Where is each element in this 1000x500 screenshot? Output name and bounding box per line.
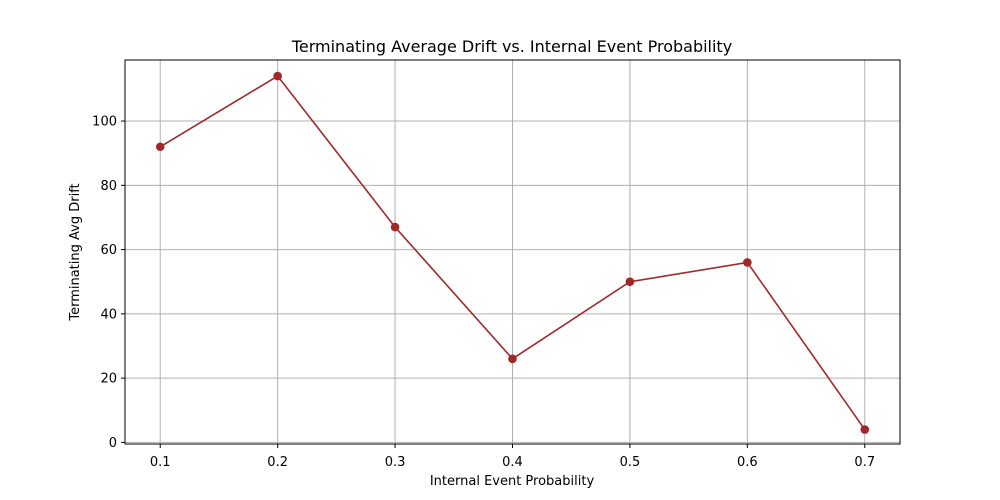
x-tick-label: 0.3 bbox=[385, 455, 406, 470]
x-tick-label: 0.7 bbox=[854, 455, 875, 470]
x-tick-label: 0.6 bbox=[737, 455, 758, 470]
y-tick-label: 40 bbox=[100, 307, 117, 322]
x-tick-label: 0.2 bbox=[267, 455, 288, 470]
x-tick-label: 0.5 bbox=[620, 455, 641, 470]
y-tick-label: 80 bbox=[100, 179, 117, 194]
y-axis-label: Terminating Avg Drift bbox=[68, 183, 83, 321]
data-point-marker bbox=[508, 354, 517, 364]
data-point-marker bbox=[390, 222, 400, 232]
x-tick-label: 0.1 bbox=[150, 455, 171, 470]
data-point-marker bbox=[273, 71, 282, 81]
y-tick-label: 0 bbox=[109, 436, 117, 451]
y-tick-label: 100 bbox=[92, 115, 117, 130]
x-tick-label: 0.4 bbox=[502, 455, 523, 470]
y-axis-ticks: 0 20 40 60 80 100 bbox=[92, 115, 125, 451]
series-layer bbox=[155, 71, 870, 434]
data-point-marker bbox=[155, 142, 165, 152]
data-point-marker bbox=[860, 425, 870, 434]
y-tick-label: 20 bbox=[100, 372, 117, 387]
data-point-marker bbox=[625, 277, 635, 287]
chart-title: Terminating Average Drift vs. Internal E… bbox=[291, 37, 732, 56]
x-axis-ticks: 0.1 0.2 0.3 0.4 0.5 0.6 0.7 bbox=[150, 444, 875, 470]
grid-lines bbox=[125, 60, 900, 444]
data-point-marker bbox=[743, 258, 752, 267]
y-tick-label: 60 bbox=[100, 243, 117, 258]
x-axis-label: Internal Event Probability bbox=[430, 474, 595, 489]
